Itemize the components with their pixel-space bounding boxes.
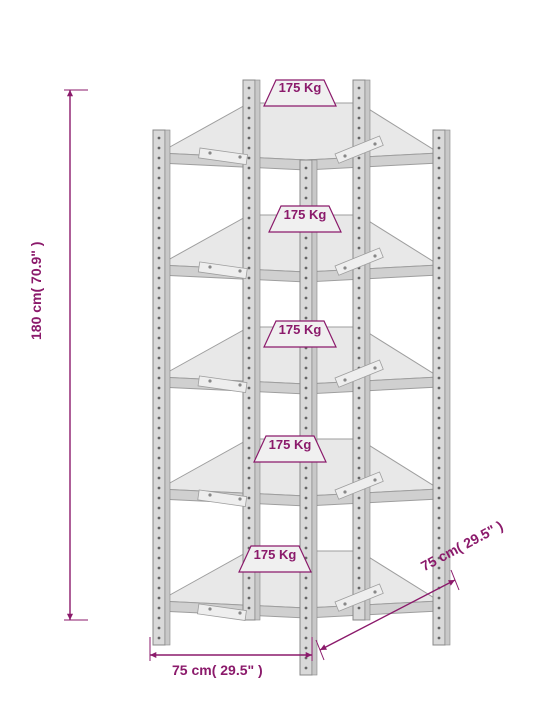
width-label: 75 cm( 29.5" ) — [172, 662, 263, 678]
weight-label: 175 Kg — [260, 80, 340, 95]
weight-label: 175 Kg — [250, 437, 330, 452]
diagram-stage: 180 cm( 70.9" ) 75 cm( 29.5" ) 75 cm( 29… — [0, 0, 540, 720]
shelf-svg — [0, 0, 540, 720]
weight-label: 175 Kg — [235, 547, 315, 562]
weight-label: 175 Kg — [265, 207, 345, 222]
weight-label: 175 Kg — [260, 322, 340, 337]
height-label: 180 cm( 70.9" ) — [28, 242, 44, 340]
